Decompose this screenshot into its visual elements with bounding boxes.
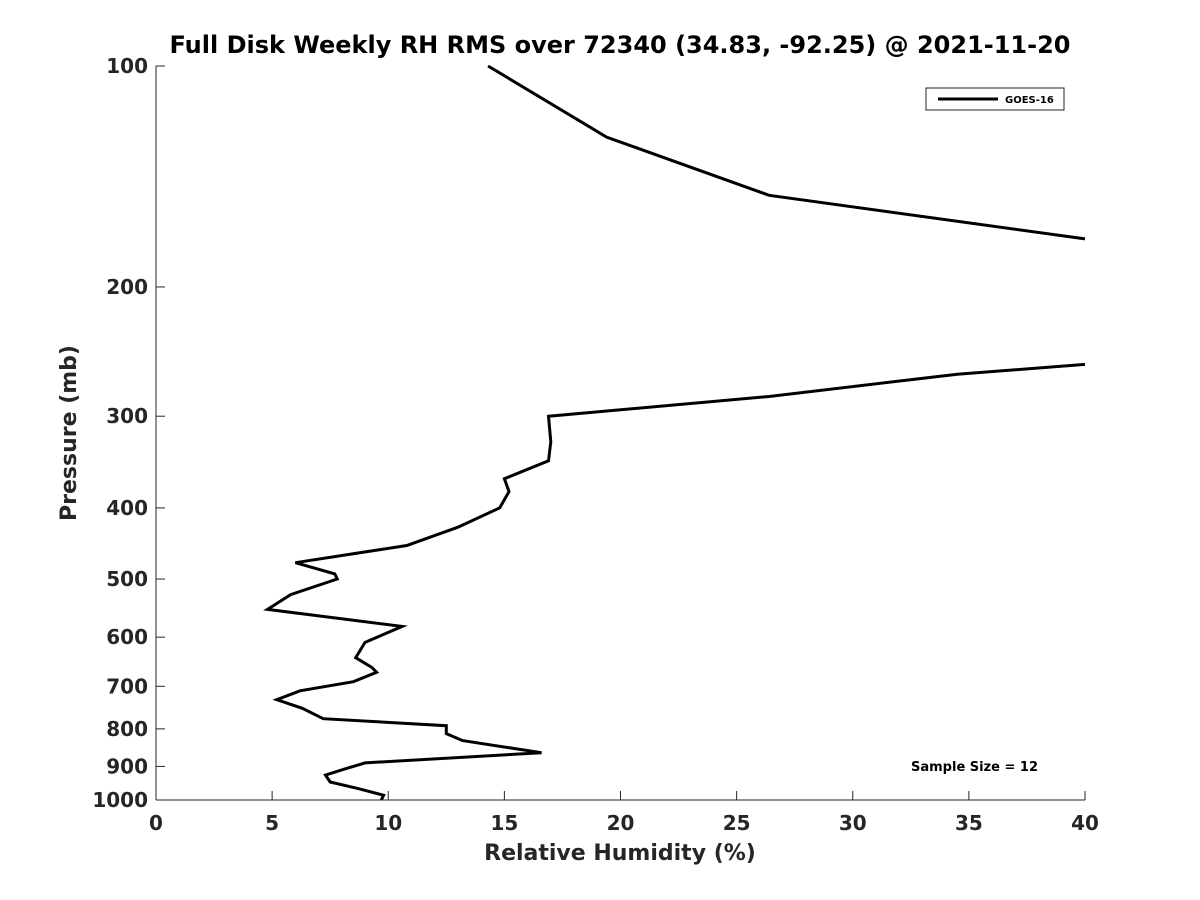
y-tick-label: 700: [106, 674, 148, 698]
x-axis-label: Relative Humidity (%): [484, 841, 756, 866]
y-tick-label: 400: [106, 496, 148, 520]
x-tick-label: 15: [490, 811, 518, 835]
y-tick-label: 900: [106, 754, 148, 778]
y-tick-label: 1000: [92, 788, 148, 812]
x-tick-label: 10: [374, 811, 402, 835]
x-tick-label: 35: [955, 811, 983, 835]
chart-title: Full Disk Weekly RH RMS over 72340 (34.8…: [169, 31, 1070, 59]
y-tick-label: 300: [106, 404, 148, 428]
legend: GOES-16: [925, 87, 1065, 111]
x-ticks: 0 5 10 15 20 25 30 35 40: [149, 791, 1099, 835]
series-line-goes-16-segment-2: [263, 362, 1086, 801]
legend-entry-goes-16: GOES-16: [1005, 95, 1054, 106]
x-tick-label: 20: [607, 811, 635, 835]
sample-size-annotation: Sample Size = 12: [911, 760, 1038, 775]
y-ticks: 100 200 300 400 500 600 700 800 900 1000: [92, 54, 165, 812]
x-tick-label: 40: [1071, 811, 1099, 835]
x-tick-label: 0: [149, 811, 163, 835]
y-axis-label: Pressure (mb): [57, 345, 82, 521]
x-tick-label: 25: [723, 811, 751, 835]
series-line-goes-16-segment-1: [487, 64, 1086, 241]
y-tick-label: 600: [106, 625, 148, 649]
y-tick-label: 800: [106, 717, 148, 741]
plot-area: 0 5 10 15 20 25 30 35 40 100 200 300 400 500 600 700 80…: [92, 54, 1099, 835]
series-lines: [263, 64, 1086, 801]
y-tick-label: 100: [106, 54, 148, 78]
y-tick-label: 200: [106, 275, 148, 299]
x-tick-label: 5: [265, 811, 279, 835]
x-tick-label: 30: [839, 811, 867, 835]
y-tick-label: 500: [106, 567, 148, 591]
